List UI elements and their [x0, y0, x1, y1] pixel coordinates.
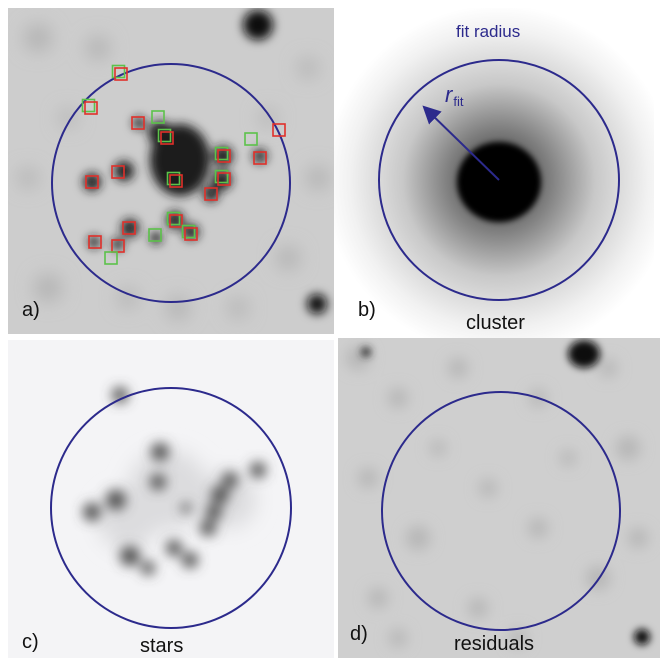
star-marker-green — [214, 169, 229, 184]
panel-c-letter: c) — [22, 631, 39, 653]
fit-circle — [378, 59, 620, 301]
panel-c-image — [8, 340, 334, 658]
star-marker-green — [181, 224, 196, 239]
panel-d-letter: d) — [350, 623, 368, 645]
star-marker-red — [184, 227, 198, 241]
panel-c: c) stars — [8, 340, 334, 658]
star-marker-red — [272, 123, 286, 137]
star-marker-red — [88, 235, 102, 249]
fit-circle — [51, 63, 291, 303]
star-markers — [81, 64, 286, 265]
fit-radius-arrow — [422, 105, 500, 181]
panel-d-caption: residuals — [454, 633, 535, 655]
star-marker-red — [253, 151, 267, 165]
star-marker-red — [111, 165, 125, 179]
r-symbol: r — [445, 82, 453, 107]
star-marker-green — [214, 146, 229, 161]
star-marker-red — [114, 67, 128, 81]
cluster-core — [457, 142, 541, 222]
star-marker-red — [217, 172, 231, 186]
fit-radius-label: fit radius — [456, 22, 521, 41]
panel-d: d) residuals — [338, 338, 660, 658]
star-marker-red — [131, 116, 145, 130]
panel-b-image — [334, 8, 654, 338]
star-marker-red — [84, 101, 98, 115]
panel-c-caption: stars — [140, 635, 184, 657]
star-marker-red — [169, 174, 183, 188]
star-marker-red — [85, 175, 99, 189]
r-fit-label: rfit — [445, 82, 464, 109]
star-marker-green — [166, 171, 181, 186]
star-marker-green — [151, 110, 165, 124]
panel-b: fit radius rfit b) cluster — [334, 8, 654, 338]
panel-b-letter: b) — [358, 299, 376, 321]
panel-a-letter: a) — [22, 299, 40, 321]
panel-a: a) — [8, 8, 334, 334]
star-marker-red — [160, 131, 174, 145]
star-marker-red — [217, 149, 231, 163]
star-marker-green — [166, 211, 181, 226]
star-marker-red — [169, 214, 183, 228]
star-marker-red — [111, 239, 125, 253]
r-subscript: fit — [453, 94, 464, 109]
star-marker-green — [111, 64, 126, 79]
fit-circle — [381, 391, 621, 631]
panel-d-image — [338, 338, 660, 658]
panel-a-image — [8, 8, 334, 334]
star-marker-green — [244, 132, 258, 146]
panel-b-caption: cluster — [466, 312, 525, 334]
star-marker-red — [122, 221, 136, 235]
star-marker-red — [204, 187, 218, 201]
star-marker-green — [148, 228, 162, 242]
fit-circle — [50, 387, 292, 629]
star-marker-green — [104, 251, 118, 265]
star-marker-green — [81, 98, 96, 113]
star-marker-green — [157, 128, 172, 143]
